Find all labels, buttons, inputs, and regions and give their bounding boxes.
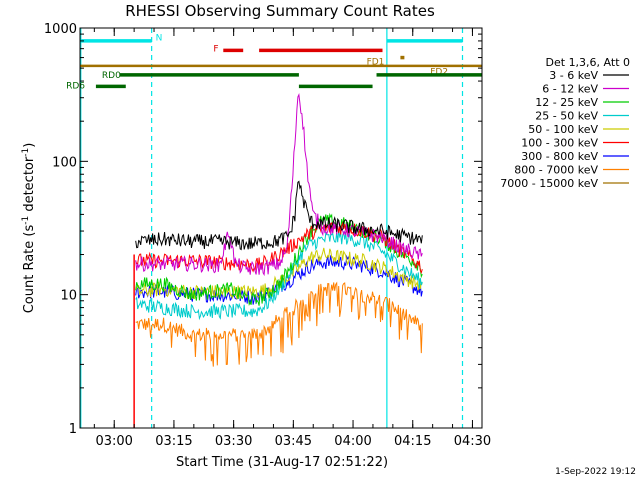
flag-label-rd0: RD0 [102,71,121,81]
chart-title: RHESSI Observing Summary Count Rates [125,2,435,20]
legend-label-2: 12 - 25 keV [535,96,598,109]
y-axis-label-end: ) [22,143,37,148]
series-line-3-6keV [135,180,423,251]
series-line-800-7000keV [135,281,423,367]
x-tick-label: 04:00 [334,434,371,449]
y-axis-label: Count Rate (s-1 detector-1) [21,143,37,314]
y-axis-label-prefix: Count Rate (s [22,225,37,314]
legend-label-4: 50 - 100 keV [528,123,598,136]
legend-label-6: 300 - 800 keV [521,150,598,163]
legend-label-0: 3 - 6 keV [549,69,598,82]
series-line-12-25keV [135,212,423,306]
series-line-6-12keV [135,93,423,277]
y-tick-label: 10 [60,289,77,304]
plot-frame [79,27,483,429]
flag-label-fd2: FD2 [430,68,448,78]
x-tick-label: 03:15 [155,434,192,449]
y-tick-label: 100 [52,155,77,170]
y-axis-label-exponent: -1 [21,216,31,225]
flag-label-f: F [213,45,218,55]
y-tick-label: 1000 [44,22,77,37]
x-tick-label: 03:30 [215,434,252,449]
legend-label-3: 25 - 50 keV [535,110,598,123]
x-tick-label: 03:00 [95,434,132,449]
flag-label-fd1: FD1 [367,58,385,68]
x-tick-label: 03:45 [275,434,312,449]
flag-label-rd6: RD6 [66,82,85,92]
legend-label-5: 100 - 300 keV [521,137,598,150]
y-axis-label-suffix: detector [22,156,37,216]
y-tick-label: 1 [69,422,77,437]
y-axis-label-exponent-2: -1 [21,148,31,157]
footer-timestamp: 1-Sep-2022 19:12 [555,467,636,477]
legend-label-8: 7000 - 15000 keV [500,177,598,190]
legend-label-1: 6 - 12 keV [542,83,598,96]
x-tick-label: 04:30 [454,434,491,449]
legend-title: Det 1,3,6, Att 0 [546,56,630,69]
series-line-25-50keV [135,230,423,321]
flag-label-n: N [156,33,163,43]
x-tick-label: 04:15 [394,434,431,449]
x-axis-label: Start Time (31-Aug-17 02:51:22) [176,455,388,470]
legend-label-7: 800 - 7000 keV [514,164,598,177]
